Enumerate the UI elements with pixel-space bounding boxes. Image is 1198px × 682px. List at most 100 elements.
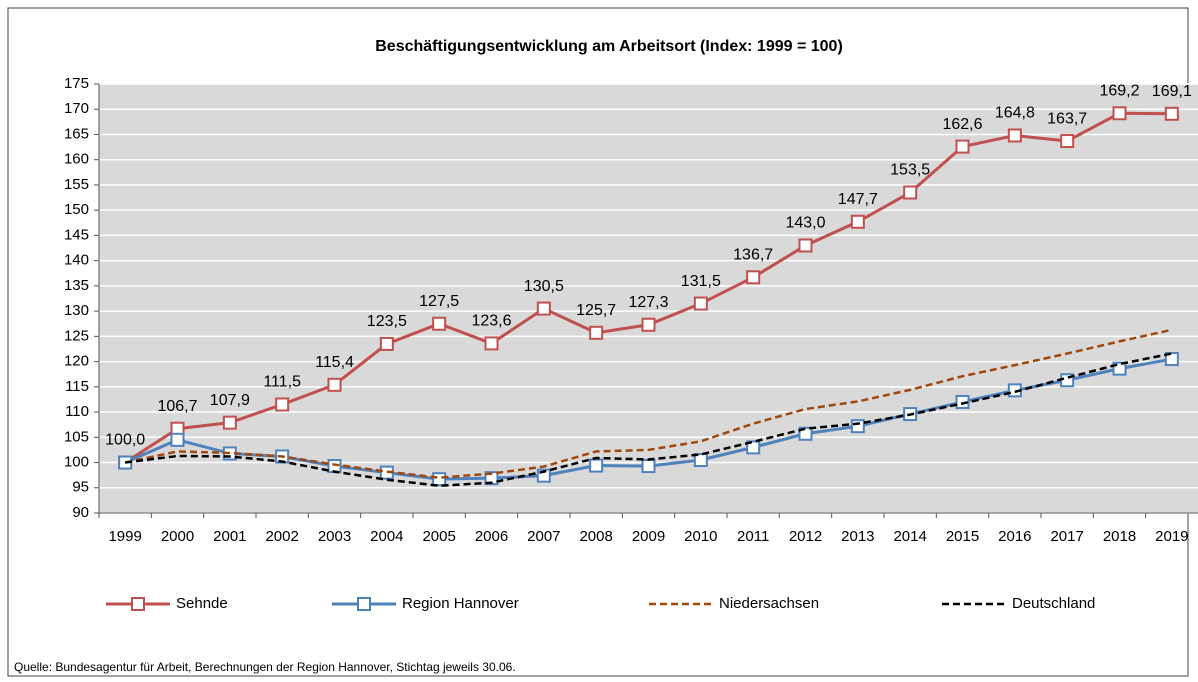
marker bbox=[1112, 106, 1127, 121]
marker bbox=[1007, 128, 1022, 143]
data-label: 169,1 bbox=[1152, 83, 1192, 100]
y-tick-label: 165 bbox=[64, 125, 89, 142]
marker bbox=[170, 432, 185, 447]
data-label: 131,5 bbox=[681, 273, 721, 290]
marker bbox=[903, 185, 918, 200]
marker bbox=[693, 453, 708, 468]
chart-title: Beschäftigungsentwicklung am Arbeitsort … bbox=[375, 38, 843, 55]
x-tick-label: 2006 bbox=[475, 528, 508, 545]
x-tick-label: 2019 bbox=[1155, 528, 1188, 545]
marker bbox=[327, 377, 342, 392]
data-label: 143,0 bbox=[785, 215, 825, 232]
y-tick-label: 175 bbox=[64, 75, 89, 92]
x-tick-label: 2011 bbox=[737, 528, 769, 545]
y-tick-label: 145 bbox=[64, 226, 89, 243]
data-label: 127,5 bbox=[419, 293, 459, 310]
marker bbox=[222, 415, 237, 430]
x-tick-label: 2008 bbox=[579, 528, 612, 545]
y-tick-label: 140 bbox=[64, 252, 89, 269]
source-note: Quelle: Bundesagentur für Arbeit, Berech… bbox=[14, 660, 516, 674]
data-label: 169,2 bbox=[1099, 82, 1139, 99]
y-tick-label: 110 bbox=[65, 403, 89, 420]
marker bbox=[379, 336, 394, 351]
legend-label: Region Hannover bbox=[402, 595, 519, 612]
data-label: 127,3 bbox=[628, 294, 668, 311]
legend-label: Deutschland bbox=[1012, 595, 1095, 612]
y-tick-label: 95 bbox=[72, 479, 89, 496]
data-label: 164,8 bbox=[995, 105, 1035, 122]
y-tick-label: 150 bbox=[64, 201, 89, 218]
x-tick-label: 2005 bbox=[422, 528, 455, 545]
y-tick-label: 90 bbox=[72, 504, 89, 521]
series-line bbox=[125, 352, 1173, 488]
y-tick-label: 115 bbox=[65, 378, 89, 395]
y-tick-label: 125 bbox=[64, 327, 89, 344]
plot-area bbox=[99, 84, 1198, 513]
y-tick-label: 155 bbox=[64, 176, 89, 193]
data-label: 125,7 bbox=[576, 302, 616, 319]
y-tick-label: 130 bbox=[64, 302, 89, 319]
legend-label: Sehnde bbox=[176, 595, 228, 612]
x-tick-label: 2014 bbox=[893, 528, 926, 545]
x-tick-label: 2001 bbox=[213, 528, 246, 545]
x-tick-label: 2000 bbox=[161, 528, 194, 545]
y-tick-label: 170 bbox=[64, 100, 89, 117]
data-label: 136,7 bbox=[733, 247, 773, 264]
marker bbox=[275, 397, 290, 412]
x-tick-label: 2010 bbox=[684, 528, 717, 545]
y-tick-label: 160 bbox=[64, 151, 89, 168]
x-tick-label: 2015 bbox=[946, 528, 979, 545]
marker bbox=[641, 317, 656, 332]
x-tick-label: 2017 bbox=[1050, 528, 1083, 545]
legend-label: Niedersachsen bbox=[719, 595, 819, 612]
marker bbox=[536, 301, 551, 316]
x-tick-label: 2018 bbox=[1103, 528, 1136, 545]
data-label: 130,5 bbox=[524, 278, 564, 295]
marker bbox=[746, 440, 761, 455]
marker bbox=[432, 472, 447, 487]
marker bbox=[850, 419, 865, 434]
data-label: 106,7 bbox=[157, 398, 197, 415]
x-tick-label: 2009 bbox=[632, 528, 665, 545]
x-tick-label: 2004 bbox=[370, 528, 403, 545]
data-label: 147,7 bbox=[838, 191, 878, 208]
marker bbox=[1164, 106, 1179, 121]
marker bbox=[955, 139, 970, 154]
x-tick-label: 2002 bbox=[265, 528, 298, 545]
marker bbox=[746, 270, 761, 285]
marker bbox=[589, 325, 604, 340]
x-tick-label: 2007 bbox=[527, 528, 560, 545]
data-label: 163,7 bbox=[1047, 110, 1087, 127]
y-tick-label: 135 bbox=[64, 277, 89, 294]
x-tick-label: 2003 bbox=[318, 528, 351, 545]
data-label: 107,9 bbox=[210, 392, 250, 409]
x-tick-label: 1999 bbox=[108, 528, 141, 545]
x-tick-label: 2012 bbox=[789, 528, 822, 545]
x-tick-label: 2013 bbox=[841, 528, 874, 545]
legend-marker bbox=[131, 597, 145, 611]
marker bbox=[484, 336, 499, 351]
marker bbox=[798, 426, 813, 441]
y-tick-label: 105 bbox=[64, 428, 89, 445]
data-label: 111,5 bbox=[263, 374, 301, 391]
marker bbox=[850, 214, 865, 229]
marker bbox=[798, 238, 813, 253]
y-tick-label: 100 bbox=[64, 453, 89, 470]
marker bbox=[484, 471, 499, 486]
x-tick-label: 2016 bbox=[998, 528, 1031, 545]
marker bbox=[693, 296, 708, 311]
marker bbox=[1060, 134, 1075, 149]
data-label: 123,5 bbox=[367, 313, 407, 330]
data-label: 123,6 bbox=[471, 313, 511, 330]
marker bbox=[955, 394, 970, 409]
series-line bbox=[124, 328, 1173, 479]
marker bbox=[641, 459, 656, 474]
data-label: 153,5 bbox=[890, 162, 930, 179]
data-label: 100,0 bbox=[105, 432, 145, 449]
y-tick-label: 120 bbox=[64, 353, 89, 370]
legend-marker bbox=[357, 597, 371, 611]
marker bbox=[432, 316, 447, 331]
marker bbox=[1164, 352, 1179, 367]
data-label: 162,6 bbox=[942, 116, 982, 133]
